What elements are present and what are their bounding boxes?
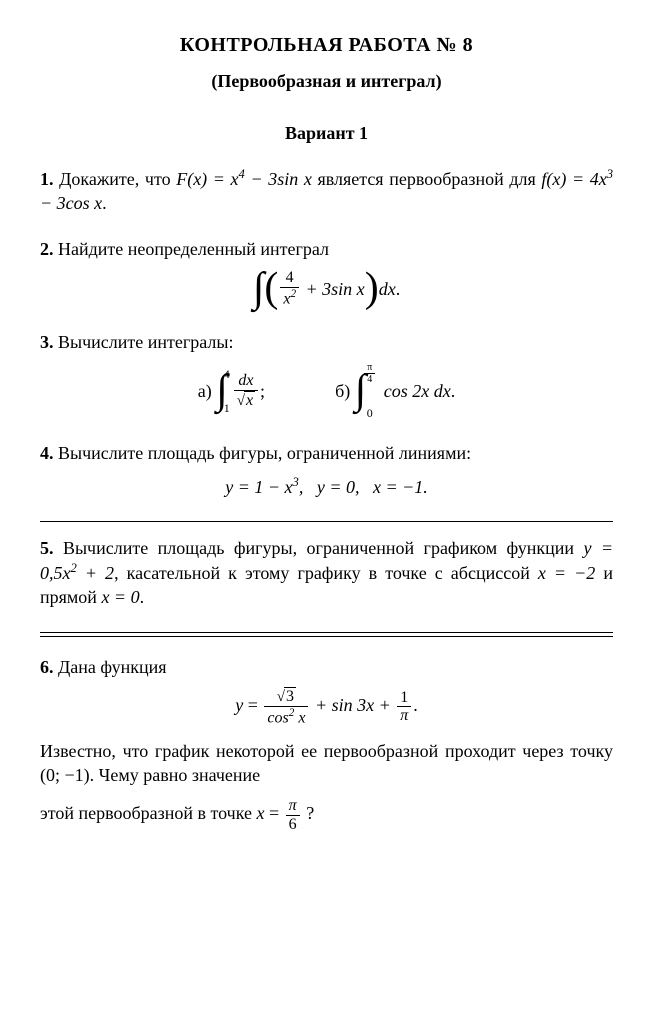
variant-label: Вариант 1 <box>40 121 613 145</box>
math-expr: x = −2 <box>538 563 595 583</box>
problem-number: 4. <box>40 443 54 463</box>
problem-text-line: этой первообразной в точке x = π6 ? <box>40 797 613 833</box>
problem-3: 3. Вычислите интегралы: а) ∫ 41 dx√x ; б… <box>40 330 613 419</box>
problem-text: Вычислите площадь фигуры, ограниченной л… <box>58 443 471 463</box>
problem-number: 1. <box>40 169 54 189</box>
problem-text: Вычислите площадь фигуры, ограниченной г… <box>63 538 584 558</box>
problem-text: Вычислите интегралы: <box>58 332 233 352</box>
math-expr: F(x) = x4 − 3sin x <box>176 169 312 189</box>
problem-5: 5. Вычислите площадь фигуры, ограниченно… <box>40 536 613 610</box>
problem-text: , касательной к этому графику в точке с … <box>114 563 538 583</box>
problem-number: 3. <box>40 332 54 352</box>
problem-2: 2. Найдите неопределенный интеграл ∫ ( 4… <box>40 237 613 308</box>
math-display: y = √3cos2 x + sin 3x + 1π. <box>40 687 613 727</box>
problem-text: является первообразной для <box>312 169 542 189</box>
problem-number: 2. <box>40 239 54 259</box>
problem-text: Докажите, что <box>59 169 176 189</box>
math-display: y = 1 − x3, y = 0, x = −1. <box>40 474 613 499</box>
problem-text: Найдите неопределенный интеграл <box>58 239 329 259</box>
page-subtitle: (Первообразная и интеграл) <box>40 69 613 93</box>
problem-1: 1. Докажите, что F(x) = x4 − 3sin x явля… <box>40 166 613 216</box>
problem-number: 6. <box>40 657 54 677</box>
page-title: КОНТРОЛЬНАЯ РАБОТА № 8 <box>40 32 613 59</box>
divider-single <box>40 521 613 522</box>
problem-6: 6. Дана функция y = √3cos2 x + sin 3x + … <box>40 655 613 834</box>
problem-text: Дана функция <box>58 657 167 677</box>
math-display: а) ∫ 41 dx√x ; б) ∫ π40 cos 2x dx. <box>40 362 613 419</box>
problem-text: этой первообразной в точке <box>40 803 257 823</box>
math-expr: x = 0 <box>101 587 139 607</box>
part-label: а) <box>198 379 212 403</box>
divider-double <box>40 632 613 637</box>
problem-text: Известно, что график некоторой ее первоо… <box>40 739 613 788</box>
problem-4: 4. Вычислите площадь фигуры, ограниченно… <box>40 441 613 499</box>
problem-number: 5. <box>40 538 54 558</box>
part-label: б) <box>335 379 350 403</box>
math-display: ∫ ( 4x2 + 3sin x ) dx. <box>40 269 613 308</box>
